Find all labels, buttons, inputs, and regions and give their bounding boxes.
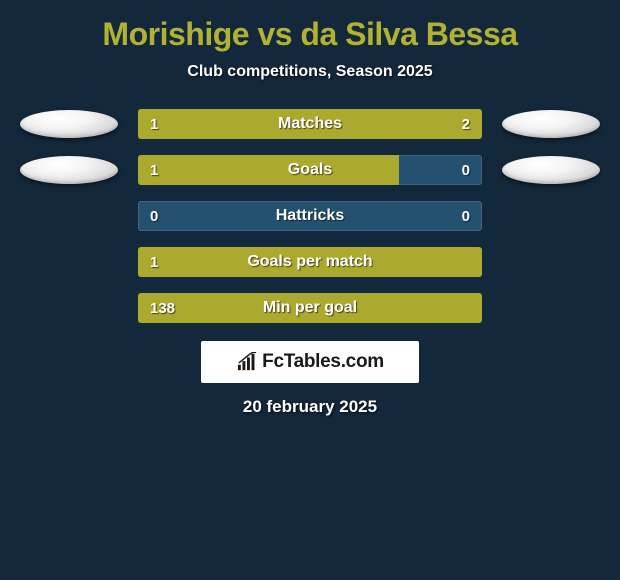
stat-row: 00Hattricks (0, 201, 620, 231)
comparison-card: Morishige vs da Silva Bessa Club competi… (0, 0, 620, 417)
stat-label: Goals per match (138, 247, 482, 277)
stat-row: 1Goals per match (0, 247, 620, 277)
brand-text: FcTables.com (262, 351, 384, 373)
stat-bar: 10Goals (138, 155, 482, 185)
subtitle: Club competitions, Season 2025 (0, 63, 620, 81)
stat-rows: 12Matches 10Goals 00Hattricks 1Goals per ma… (0, 109, 620, 323)
stat-bar: 1Goals per match (138, 247, 482, 277)
date-text: 20 february 2025 (0, 397, 620, 417)
stat-row: 12Matches (0, 109, 620, 139)
stat-bar: 138Min per goal (138, 293, 482, 323)
team-badge-right (502, 110, 600, 138)
page-title: Morishige vs da Silva Bessa (0, 16, 620, 53)
team-badge-right (502, 156, 600, 184)
stat-bar: 00Hattricks (138, 201, 482, 231)
stat-bar: 12Matches (138, 109, 482, 139)
team-badge-left (20, 110, 118, 138)
stat-row: 10Goals (0, 155, 620, 185)
stat-label: Min per goal (138, 293, 482, 323)
brand-logo[interactable]: FcTables.com (201, 341, 419, 383)
stat-label: Goals (138, 155, 482, 185)
chart-icon (236, 352, 258, 372)
stat-row: 138Min per goal (0, 293, 620, 323)
stat-label: Matches (138, 109, 482, 139)
stat-label: Hattricks (138, 201, 482, 231)
team-badge-left (20, 156, 118, 184)
